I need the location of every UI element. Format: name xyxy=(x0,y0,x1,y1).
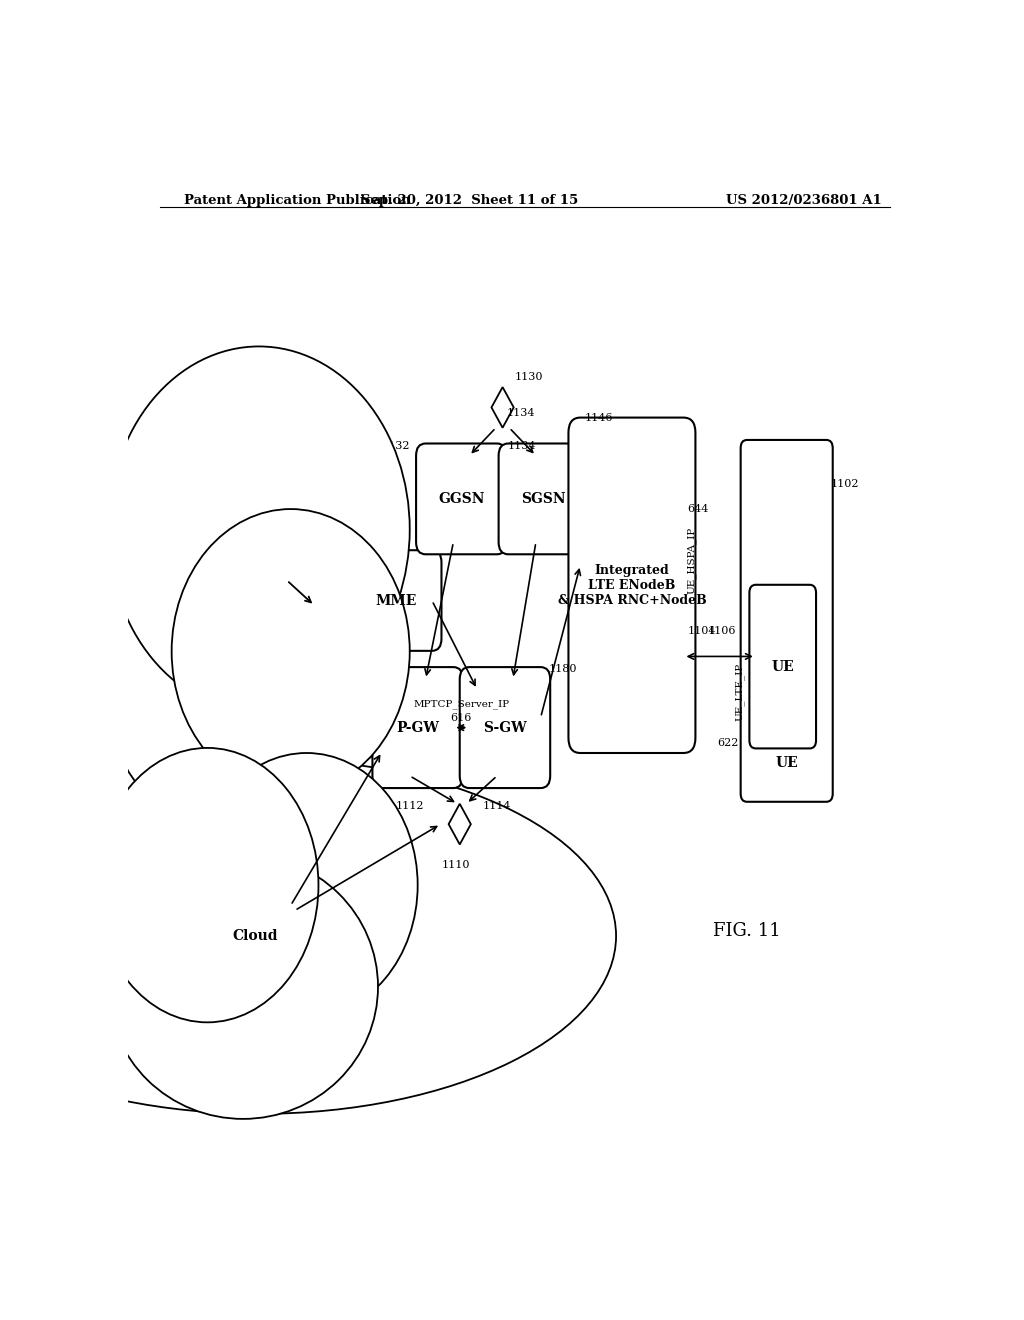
FancyBboxPatch shape xyxy=(499,444,589,554)
Text: 1102: 1102 xyxy=(830,479,859,488)
Text: SGSN: SGSN xyxy=(521,492,566,506)
Ellipse shape xyxy=(172,510,410,793)
Ellipse shape xyxy=(0,758,616,1114)
Text: 1100: 1100 xyxy=(259,562,291,576)
Text: 660: 660 xyxy=(356,659,378,669)
Text: P-GW: P-GW xyxy=(396,721,439,735)
Text: FIG. 11: FIG. 11 xyxy=(713,921,781,940)
Text: 616: 616 xyxy=(451,713,472,722)
Text: UE_Global_IP: UE_Global_IP xyxy=(366,686,375,759)
FancyBboxPatch shape xyxy=(351,550,441,651)
Text: Patent Application Publication: Patent Application Publication xyxy=(183,194,411,207)
Text: GGSN: GGSN xyxy=(438,492,484,506)
FancyBboxPatch shape xyxy=(750,585,816,748)
Text: 690: 690 xyxy=(283,911,304,921)
Ellipse shape xyxy=(104,529,358,834)
FancyBboxPatch shape xyxy=(740,440,833,801)
Text: 1134: 1134 xyxy=(508,441,537,450)
Text: UE: UE xyxy=(771,660,794,673)
Text: 670: 670 xyxy=(207,991,228,1002)
Text: UE_HSPA_IP: UE_HSPA_IP xyxy=(687,527,696,594)
Text: 1110: 1110 xyxy=(441,859,470,870)
Text: Sep. 20, 2012  Sheet 11 of 15: Sep. 20, 2012 Sheet 11 of 15 xyxy=(360,194,578,207)
Polygon shape xyxy=(449,804,471,845)
Text: 1106: 1106 xyxy=(708,626,736,636)
Text: Cloud: Cloud xyxy=(232,929,278,942)
Ellipse shape xyxy=(196,752,418,1018)
Ellipse shape xyxy=(96,748,318,1023)
Text: 1134: 1134 xyxy=(507,408,536,417)
Text: 650: 650 xyxy=(335,543,356,552)
Text: UE: UE xyxy=(775,756,798,770)
Text: US 2012/0236801 A1: US 2012/0236801 A1 xyxy=(726,194,882,207)
Text: 1132: 1132 xyxy=(381,441,410,450)
Text: MME: MME xyxy=(376,594,417,607)
Text: 1114: 1114 xyxy=(482,801,511,812)
Text: 1104: 1104 xyxy=(687,626,716,636)
FancyBboxPatch shape xyxy=(416,444,507,554)
Text: S-GW: S-GW xyxy=(483,721,526,735)
Text: 1146: 1146 xyxy=(585,413,612,422)
Text: Integrated
LTE ENodeB
& HSPA RNC+NodeB: Integrated LTE ENodeB & HSPA RNC+NodeB xyxy=(557,564,707,607)
Text: 1130: 1130 xyxy=(514,372,543,381)
Text: 622: 622 xyxy=(717,738,738,747)
Ellipse shape xyxy=(109,854,378,1119)
FancyBboxPatch shape xyxy=(373,667,463,788)
Polygon shape xyxy=(492,387,514,428)
Text: 1180: 1180 xyxy=(549,664,578,675)
FancyBboxPatch shape xyxy=(460,667,550,788)
Text: MPTCP_Server_IP: MPTCP_Server_IP xyxy=(414,700,509,709)
Text: UE_LTE_IP: UE_LTE_IP xyxy=(735,663,744,721)
Text: 1112: 1112 xyxy=(395,801,424,812)
Text: 644: 644 xyxy=(687,504,709,513)
FancyBboxPatch shape xyxy=(568,417,695,752)
Ellipse shape xyxy=(109,346,410,713)
